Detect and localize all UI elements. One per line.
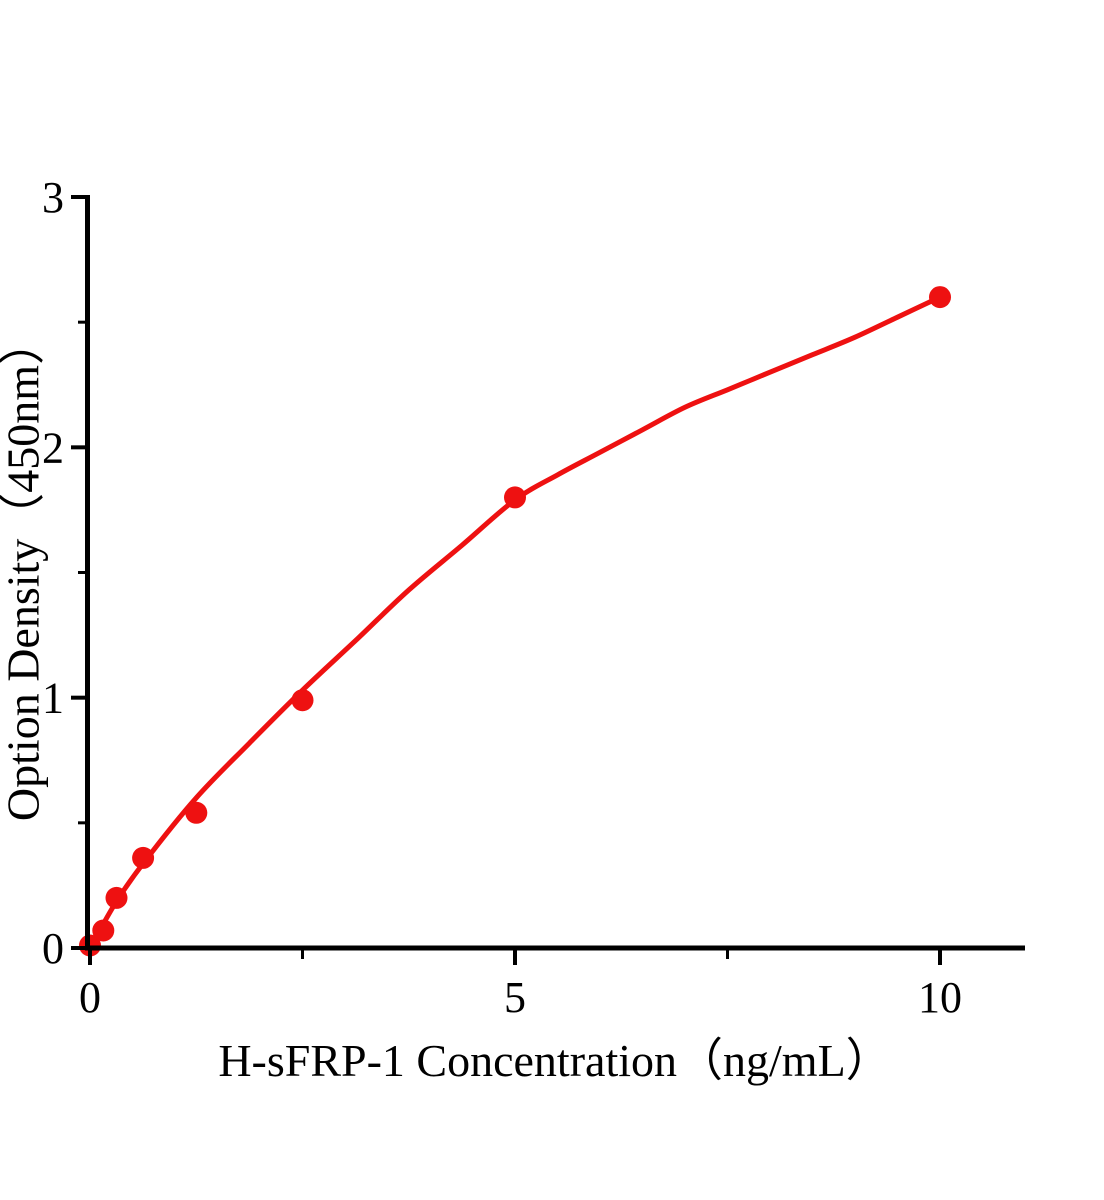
data-point: [504, 486, 526, 509]
data-point: [185, 801, 208, 824]
x-tick-label: 5: [504, 973, 526, 1022]
y-tick-label: 0: [42, 924, 64, 973]
x-tick-label: 10: [918, 973, 962, 1022]
data-point: [132, 846, 155, 869]
data-point: [105, 886, 128, 909]
x-axis-title: H-sFRP-1 Concentration（ng/mL）: [218, 1035, 892, 1086]
fit-curve: [87, 294, 943, 951]
x-tick-label: 0: [79, 973, 101, 1022]
y-axis-title: Option Density（450nm）: [0, 318, 49, 822]
data-point: [929, 286, 951, 309]
data-point: [291, 689, 314, 712]
data-point: [92, 919, 115, 942]
y-tick-label: 3: [42, 173, 64, 222]
y-tick-label: 2: [42, 423, 64, 472]
y-tick-label: 1: [42, 674, 64, 723]
